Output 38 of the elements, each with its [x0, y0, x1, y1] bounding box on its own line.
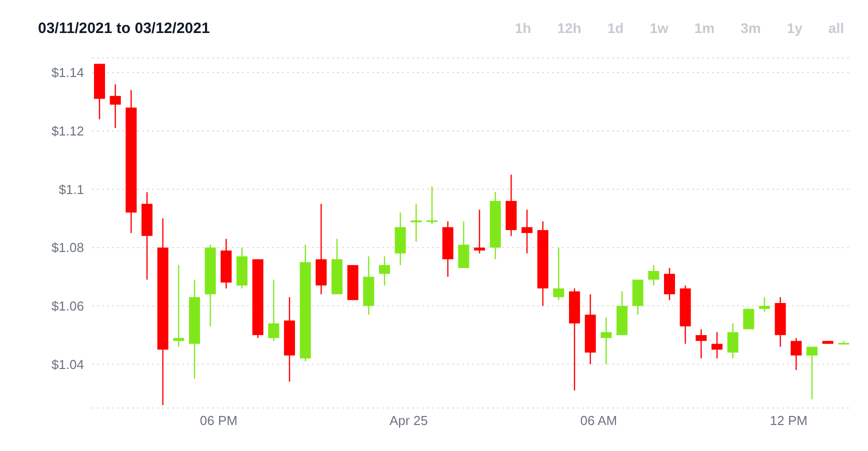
y-tick-label: $1.04 [51, 356, 84, 372]
candlestick [110, 84, 121, 129]
candlestick [759, 296, 770, 312]
y-tick-label: $1.08 [51, 240, 84, 256]
candlestick [426, 186, 438, 225]
y-tick-label: $1.12 [51, 124, 84, 139]
x-tick-label: 12 PM [770, 413, 808, 428]
text: 1y [786, 19, 804, 38]
candlestick [727, 322, 738, 360]
candlestick [173, 264, 184, 348]
x-tick-label: 06 AM [580, 413, 618, 428]
candlestick [664, 267, 675, 301]
candlestick [790, 337, 802, 371]
x-tick-label: 06 PM [200, 413, 238, 428]
candlestick [458, 220, 470, 269]
text: 1h [514, 19, 532, 38]
text: all [827, 19, 845, 38]
candlestick [474, 209, 485, 254]
candlestick [379, 256, 390, 286]
candlestick [268, 279, 280, 342]
candlestick [522, 209, 532, 254]
candlestick [553, 246, 564, 301]
candlestick [712, 332, 722, 360]
text: 1m [693, 19, 716, 38]
y-tick-label: $1.1 [58, 182, 84, 197]
text: 3m [740, 19, 762, 38]
text: 1w [648, 19, 670, 38]
x-tick-label: Apr 25 [390, 413, 428, 428]
text: 1d [606, 19, 625, 38]
candlestick [743, 308, 754, 330]
chart-title: 03/11/2021 to 03/12/2021 [38, 20, 210, 36]
candlestick [696, 328, 707, 360]
candlestick [806, 346, 818, 400]
candlestick [600, 316, 612, 365]
text: 12h [556, 19, 582, 38]
y-tick-label: $1.14 [51, 65, 84, 80]
candlestick [648, 264, 660, 286]
y-tick-label: $1.06 [51, 298, 84, 314]
